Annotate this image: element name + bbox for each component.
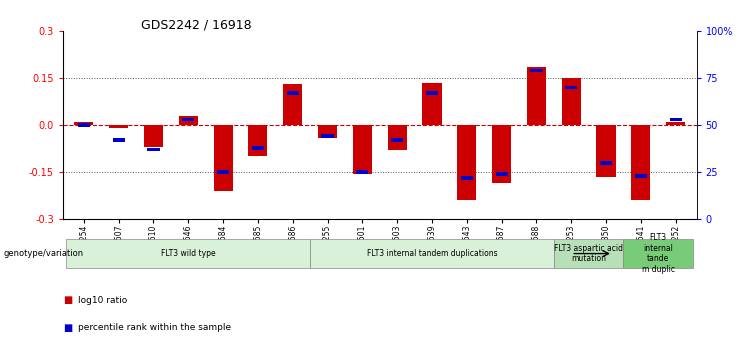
Bar — [353, 125, 372, 174]
Bar — [147, 148, 159, 151]
Bar — [182, 118, 194, 121]
Bar — [252, 146, 264, 149]
Text: GDS2242 / 16918: GDS2242 / 16918 — [141, 19, 251, 32]
Bar — [531, 69, 542, 72]
Text: FLT3 internal tandem duplications: FLT3 internal tandem duplications — [367, 249, 497, 258]
Bar — [461, 176, 473, 180]
Bar — [356, 170, 368, 174]
Bar — [78, 123, 90, 127]
Text: genotype/variation: genotype/variation — [4, 249, 84, 258]
Bar — [527, 67, 546, 125]
Bar — [492, 125, 511, 183]
Bar — [67, 239, 310, 268]
Bar — [426, 91, 438, 95]
Text: ■: ■ — [63, 295, 72, 305]
Text: ■: ■ — [63, 323, 72, 333]
Bar — [670, 118, 682, 121]
Bar — [113, 138, 124, 142]
Bar — [422, 83, 442, 125]
Text: log10 ratio: log10 ratio — [78, 296, 127, 305]
Bar — [623, 239, 693, 268]
Bar — [322, 135, 333, 138]
Bar — [631, 125, 651, 200]
Bar — [109, 125, 128, 128]
Bar — [666, 122, 685, 125]
Bar — [597, 125, 616, 177]
Bar — [144, 125, 163, 147]
Bar — [283, 84, 302, 125]
Bar — [600, 161, 612, 165]
Text: percentile rank within the sample: percentile rank within the sample — [78, 323, 231, 332]
Bar — [496, 172, 508, 176]
Bar — [388, 125, 407, 150]
Bar — [217, 170, 229, 174]
Bar — [391, 138, 403, 142]
Bar — [318, 125, 337, 138]
Text: FLT3
internal
tande
m duplic: FLT3 internal tande m duplic — [642, 234, 675, 274]
Bar — [213, 125, 233, 191]
Text: FLT3 aspartic acid
mutation: FLT3 aspartic acid mutation — [554, 244, 623, 263]
Bar — [565, 86, 577, 89]
Bar — [248, 125, 268, 156]
Bar — [635, 174, 647, 178]
Bar — [562, 78, 581, 125]
Bar — [74, 122, 93, 125]
Text: FLT3 wild type: FLT3 wild type — [161, 249, 216, 258]
Bar — [554, 239, 623, 268]
Bar — [310, 239, 554, 268]
Bar — [457, 125, 476, 200]
Bar — [287, 91, 299, 95]
Bar — [179, 116, 198, 125]
